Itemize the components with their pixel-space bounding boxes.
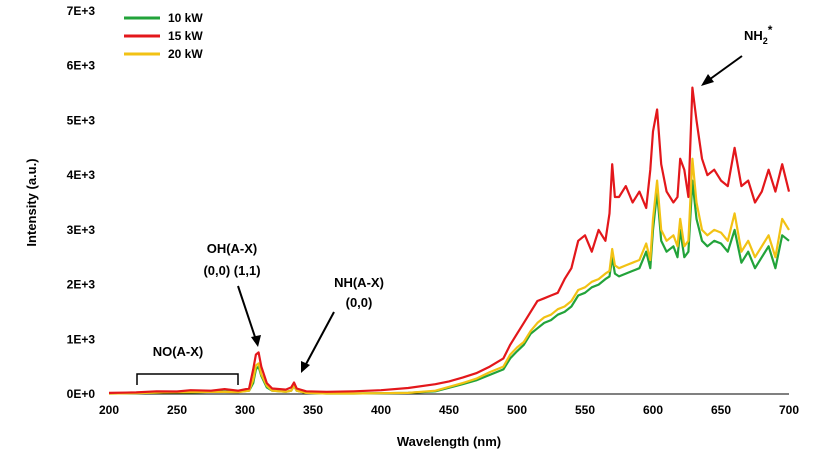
annotation-nh-line2: (0,0): [346, 295, 373, 310]
legend-label: 10 kW: [168, 11, 203, 25]
annotation-nh2-arrowhead: [701, 74, 714, 86]
x-tick-label: 200: [99, 403, 119, 417]
x-tick-label: 550: [575, 403, 595, 417]
y-tick-label: 1E+3: [67, 332, 96, 346]
legend: 10 kW 15 kW 20 kW: [124, 11, 203, 61]
series-line-10-kw: [108, 179, 790, 395]
annotation-no-bracket: [136, 373, 239, 385]
y-tick-label: 4E+3: [67, 168, 96, 182]
series-layer: [108, 86, 791, 395]
annotation-oh-arrow: [237, 285, 257, 341]
annotation-oh-line1: OH(A-X): [207, 241, 258, 256]
x-tick-label: 600: [643, 403, 663, 417]
x-tick-label: 300: [235, 403, 255, 417]
series-line-20-kw: [108, 157, 790, 395]
x-axis-title: Wavelength (nm): [397, 434, 501, 449]
x-tick-label: 400: [371, 403, 391, 417]
y-tick-label: 0E+0: [67, 387, 96, 401]
x-tick-label: 250: [167, 403, 187, 417]
legend-label: 20 kW: [168, 47, 203, 61]
y-tick-label: 5E+3: [67, 113, 96, 127]
annotation-oh-line2: (0,0) (1,1): [203, 263, 260, 278]
annotation-oh-arrowhead: [251, 335, 261, 347]
annotation-no: NO(A-X): [153, 344, 204, 359]
annotation-nh-arrowhead: [301, 361, 310, 373]
annotations: NH2* OH(A-X) (0,0) (1,1) NH(A-X) (0,0) N…: [136, 23, 773, 385]
y-tick-label: 7E+3: [67, 4, 96, 18]
x-tick-label: 350: [303, 403, 323, 417]
y-tick-label: 6E+3: [67, 59, 96, 73]
axes: 200 250 300 350 400 450 500 550 600 650 700 0E+0 1E+…: [24, 4, 799, 449]
annotation-nh-arrow: [304, 311, 335, 367]
x-tick-label: 650: [711, 403, 731, 417]
y-tick-label: 2E+3: [67, 278, 96, 292]
series-line-15-kw: [108, 86, 791, 394]
x-tick-label: 450: [439, 403, 459, 417]
annotation-nh-line1: NH(A-X): [334, 275, 384, 290]
annotation-nh2-arrow: [705, 55, 743, 83]
x-tick-label: 500: [507, 403, 527, 417]
y-axis-title: Intensity (a.u.): [24, 158, 39, 246]
y-tick-label: 3E+3: [67, 223, 96, 237]
x-tick-label: 700: [779, 403, 799, 417]
annotation-nh2: NH2*: [744, 23, 773, 46]
legend-label: 15 kW: [168, 29, 203, 43]
